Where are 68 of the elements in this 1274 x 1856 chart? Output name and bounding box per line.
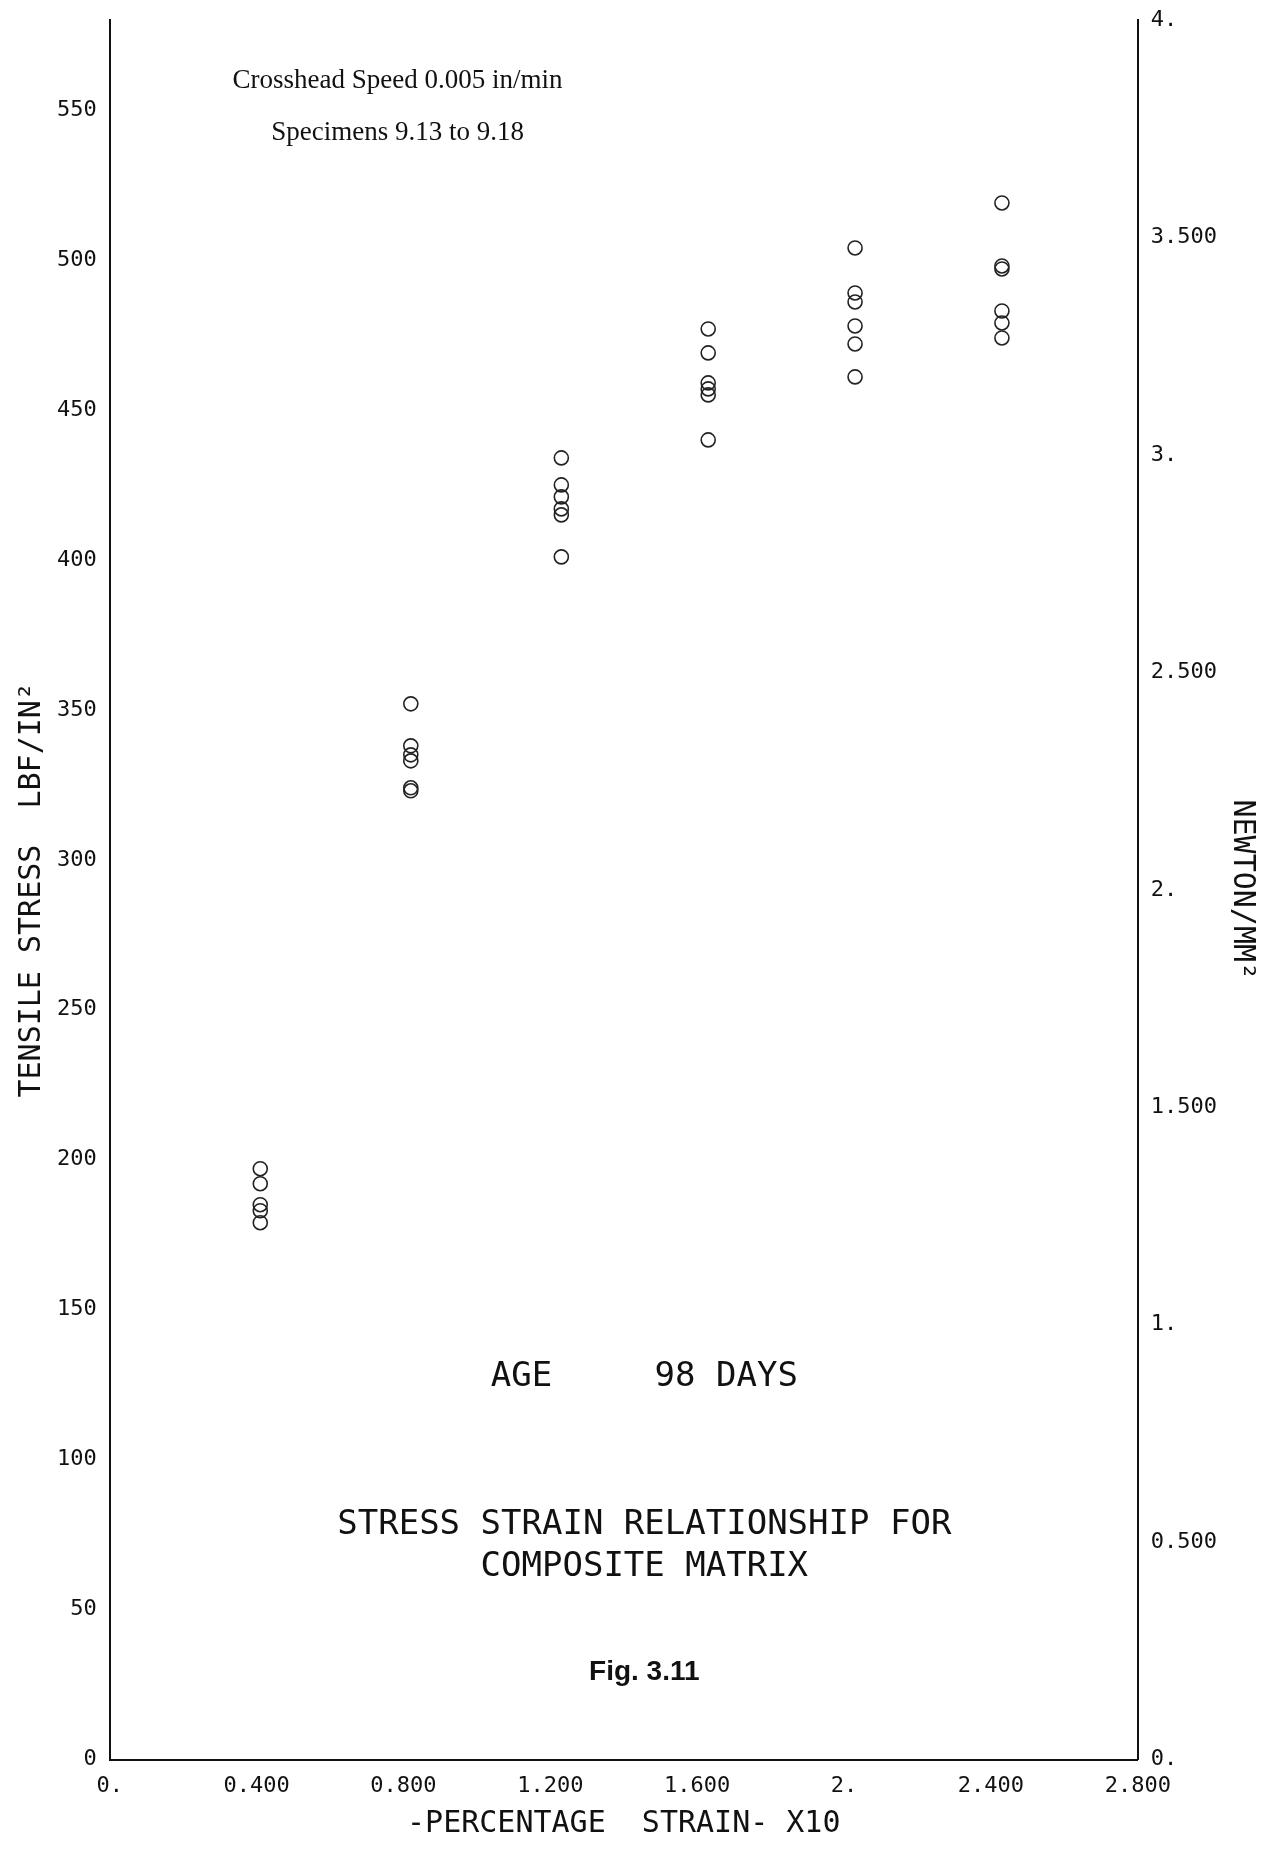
point [252, 1196, 269, 1213]
point [994, 330, 1010, 346]
point [252, 1214, 269, 1231]
annotation: AGE 98 DAYS [490, 1353, 798, 1394]
y2-tick-label: 2. [1150, 875, 1178, 901]
y-tick-label: 300 [56, 845, 97, 871]
y-axis-title: TENSILE STRESS LBF/IN² [11, 682, 47, 1098]
point [700, 345, 716, 361]
point [252, 1202, 269, 1219]
point [700, 375, 716, 391]
point [553, 489, 570, 505]
point [403, 753, 419, 769]
text: STRESS STRAIN RELATIONSHIP FOR COMPOSITE MATRIX [337, 1501, 952, 1584]
y-tick-label: 100 [56, 1445, 97, 1471]
annotation: Specimens 9.13 to 9.18 [271, 116, 524, 147]
point [553, 507, 570, 523]
point [403, 696, 419, 712]
x-tick-label: 2.800 [1104, 1771, 1171, 1797]
x-tick-label: 1.200 [517, 1771, 584, 1797]
point [553, 501, 570, 517]
x-tick-label: 2. [830, 1771, 858, 1797]
x-axis-title: -PERCENTAGE STRAIN- X10 [407, 1803, 841, 1839]
x-tick-label: 0.400 [223, 1771, 290, 1797]
y2-tick-label: 1.500 [1150, 1092, 1218, 1118]
y-tick-label: 500 [56, 245, 97, 271]
y2-tick-label: 3.500 [1150, 223, 1218, 249]
y2-axis-title: NEWTON/MM² [1227, 799, 1263, 981]
point [847, 240, 863, 256]
y2-tick-label: 1. [1150, 1310, 1178, 1336]
point [403, 738, 419, 754]
y-tick-label: 50 [70, 1595, 97, 1621]
point [700, 381, 716, 397]
y-tick-label: 0 [83, 1745, 97, 1771]
x-tick-label: 2.400 [957, 1771, 1025, 1797]
y-tick-label: 550 [56, 95, 97, 121]
point [994, 195, 1010, 211]
point [847, 336, 863, 352]
y-tick-label: 450 [56, 395, 97, 421]
point [847, 318, 863, 334]
point [847, 285, 863, 301]
text: Fig. 3.11 [589, 1655, 700, 1687]
y-tick-label: 350 [56, 695, 97, 721]
y2-tick-label: 4. [1150, 5, 1178, 31]
point [252, 1175, 269, 1192]
y-tick-label: 150 [56, 1295, 97, 1321]
y2-tick-label: 2.500 [1150, 658, 1218, 684]
y-tick-label: 400 [56, 545, 97, 571]
x-tick-label: 1.600 [664, 1771, 731, 1797]
point [403, 747, 419, 763]
y2-tick-label: 3. [1150, 440, 1178, 466]
point [252, 1160, 269, 1177]
x-tick-label: 0. [96, 1771, 123, 1797]
point [553, 549, 570, 565]
point [994, 315, 1010, 331]
y2-tick-label: 0.500 [1150, 1527, 1218, 1553]
annotation: Crosshead Speed 0.005 in/min [232, 63, 564, 94]
y-tick-label: 250 [56, 995, 97, 1021]
x-tick-label: 0.800 [370, 1771, 437, 1797]
point [847, 294, 863, 310]
y2-tick-label: 0. [1150, 1745, 1178, 1771]
point [553, 450, 570, 466]
y-tick-label: 200 [56, 1145, 97, 1171]
point [700, 387, 716, 403]
point [700, 321, 716, 337]
point [994, 303, 1010, 319]
point [847, 369, 863, 385]
point [700, 432, 716, 448]
point [553, 477, 570, 493]
